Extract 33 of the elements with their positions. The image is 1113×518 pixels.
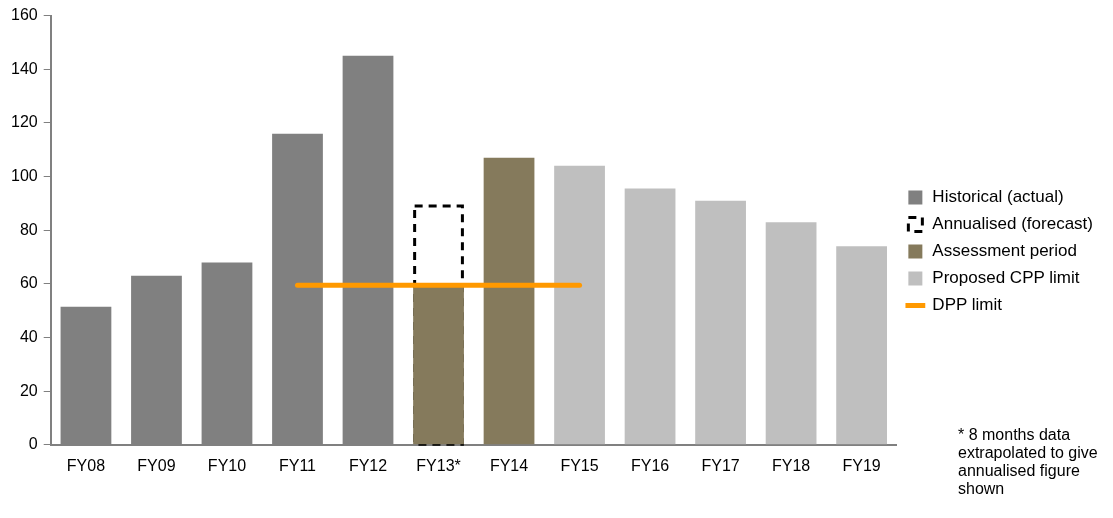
y-tick-label: 100 bbox=[10, 166, 38, 184]
x-tick-label: FY15 bbox=[560, 456, 599, 474]
x-tick-label: FY11 bbox=[278, 456, 317, 474]
y-tick-label: 120 bbox=[10, 113, 38, 131]
bar bbox=[695, 200, 746, 445]
x-tick-label: FY17 bbox=[701, 456, 740, 474]
x-tick-label: FY08 bbox=[66, 456, 106, 474]
y-tick-label: 20 bbox=[19, 381, 38, 399]
x-tick-label: FY09 bbox=[137, 456, 176, 474]
bar bbox=[554, 165, 605, 445]
legend-label: Annualised (forecast) bbox=[932, 214, 1093, 234]
x-tick-label: FY19 bbox=[842, 456, 881, 474]
legend-label: DPP limit bbox=[932, 295, 1003, 315]
y-tick-label: 60 bbox=[19, 274, 38, 292]
y-tick-label: 160 bbox=[10, 6, 38, 24]
y-tick-label: 80 bbox=[19, 220, 38, 238]
x-tick-label: FY18 bbox=[771, 456, 811, 474]
bar bbox=[483, 157, 535, 445]
x-tick-label: FY13* bbox=[416, 456, 461, 474]
bar bbox=[765, 222, 817, 445]
bar bbox=[624, 188, 676, 445]
y-tick-label: 0 bbox=[28, 435, 38, 453]
x-tick-label: FY16 bbox=[630, 456, 670, 474]
legend-label: Assessment period bbox=[932, 241, 1077, 261]
x-tick-label: FY12 bbox=[348, 456, 388, 474]
y-tick-label: 140 bbox=[10, 59, 38, 77]
x-tick-label: FY10 bbox=[207, 456, 247, 474]
y-tick-label: 40 bbox=[19, 327, 38, 345]
x-tick-label: FY14 bbox=[489, 456, 529, 474]
bar bbox=[836, 246, 887, 445]
legend-label: Historical (actual) bbox=[932, 187, 1064, 207]
text: * 8 months data extrapolated to give annualised figure shown bbox=[958, 426, 1099, 498]
legend-label: Proposed CPP limit bbox=[932, 268, 1080, 288]
